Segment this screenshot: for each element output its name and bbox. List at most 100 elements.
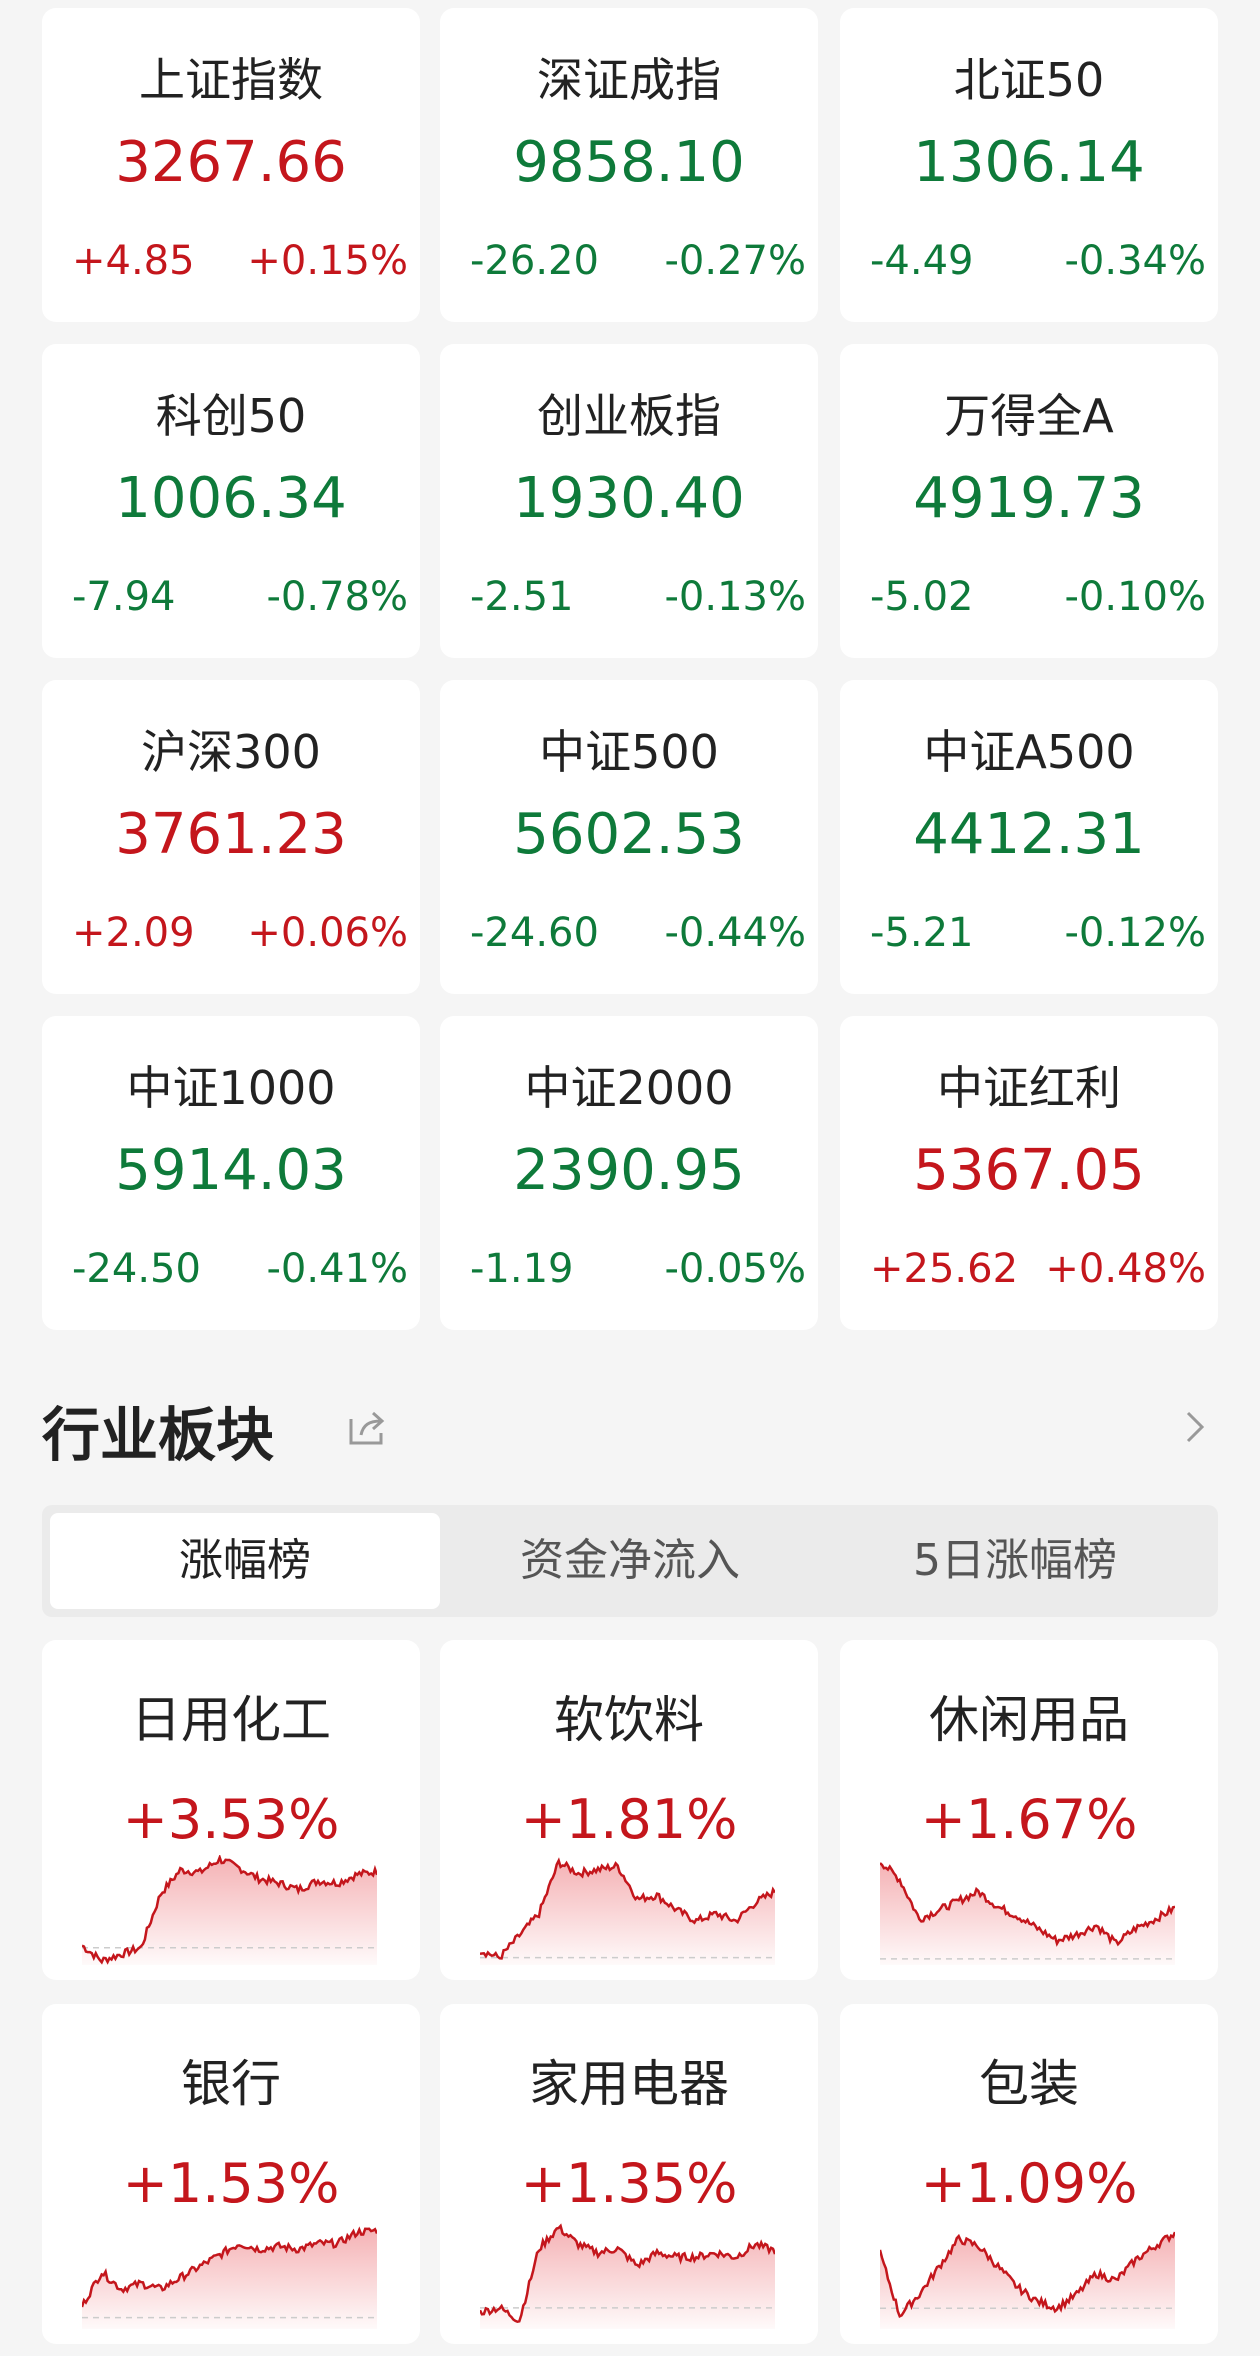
section-title: 行业板块 xyxy=(42,1401,275,1469)
index-change-pct: -0.34% xyxy=(1064,238,1206,284)
index-name: 中证1000 xyxy=(126,1061,336,1115)
index-card[interactable]: 中证红利 5367.05 +25.62 +0.48% xyxy=(840,1016,1218,1330)
sector-change-pct: +1.35% xyxy=(520,2152,738,2215)
index-card[interactable]: 沪深300 3761.23 +2.09 +0.06% xyxy=(42,680,420,994)
sector-name: 家用电器 xyxy=(529,2055,729,2113)
index-change: -24.60 xyxy=(470,910,599,956)
index-name: 上证指数 xyxy=(139,53,323,107)
tab-5day-gainers[interactable]: 5日涨幅榜 xyxy=(913,1535,1117,1586)
sector-change-pct: +1.53% xyxy=(122,2152,340,2215)
index-name: 中证2000 xyxy=(524,1061,734,1115)
index-value: 9858.10 xyxy=(513,130,745,195)
index-value: 1930.40 xyxy=(513,466,745,531)
sector-card[interactable]: 银行 +1.53% xyxy=(42,2004,420,2344)
sector-sparkline xyxy=(880,1862,1175,1965)
index-change-pct: -0.44% xyxy=(664,910,806,956)
index-card[interactable]: 中证1000 5914.03 -24.50 -0.41% xyxy=(42,1016,420,1330)
tab-net-inflow[interactable]: 资金净流入 xyxy=(520,1535,740,1586)
sparkline-line xyxy=(480,2223,775,2324)
index-change: -2.51 xyxy=(470,574,574,620)
index-change: +4.85 xyxy=(72,238,195,284)
index-value: 4412.31 xyxy=(913,802,1145,867)
index-change-pct: +0.06% xyxy=(247,910,408,956)
index-name: 创业板指 xyxy=(537,389,721,443)
index-value: 3267.66 xyxy=(115,130,347,195)
sector-name: 银行 xyxy=(181,2055,281,2113)
chevron-right-icon[interactable] xyxy=(1180,1405,1210,1449)
ranking-tabs: 涨幅榜 资金净流入 5日涨幅榜 xyxy=(42,1505,1218,1617)
index-name: 沪深300 xyxy=(141,725,321,779)
index-card[interactable]: 上证指数 3267.66 +4.85 +0.15% xyxy=(42,8,420,322)
sector-name: 软饮料 xyxy=(554,1691,704,1749)
index-change-pct: -0.12% xyxy=(1064,910,1206,956)
index-change-pct: -0.10% xyxy=(1064,574,1206,620)
sparkline-area xyxy=(82,1857,377,1965)
sector-name: 包装 xyxy=(979,2055,1079,2113)
index-change: -26.20 xyxy=(470,238,599,284)
sector-card[interactable]: 家用电器 +1.35% xyxy=(440,2004,818,2344)
sector-card[interactable]: 软饮料 +1.81% xyxy=(440,1640,818,1980)
index-name: 中证500 xyxy=(539,725,719,779)
index-change-pct: -0.13% xyxy=(664,574,806,620)
sparkline-area xyxy=(480,2225,775,2329)
index-name: 中证A500 xyxy=(923,725,1135,779)
index-card[interactable]: 创业板指 1930.40 -2.51 -0.13% xyxy=(440,344,818,658)
index-change-pct: -0.27% xyxy=(664,238,806,284)
sector-sparkline xyxy=(82,1855,377,1965)
index-change: +25.62 xyxy=(870,1246,1019,1292)
sector-change-pct: +1.81% xyxy=(520,1788,738,1851)
sparkline-line xyxy=(82,2226,377,2308)
tab-gainers[interactable]: 涨幅榜 xyxy=(50,1513,440,1609)
index-card[interactable]: 中证500 5602.53 -24.60 -0.44% xyxy=(440,680,818,994)
sector-card[interactable]: 包装 +1.09% xyxy=(840,2004,1218,2344)
index-card[interactable]: 科创50 1006.34 -7.94 -0.78% xyxy=(42,344,420,658)
index-value: 1306.14 xyxy=(913,130,1145,195)
sparkline-line xyxy=(480,1857,775,1960)
share-icon[interactable] xyxy=(345,1405,389,1449)
index-name: 深证成指 xyxy=(537,53,721,107)
index-change: -4.49 xyxy=(870,238,974,284)
index-card[interactable]: 中证A500 4412.31 -5.21 -0.12% xyxy=(840,680,1218,994)
index-change: -7.94 xyxy=(72,574,176,620)
index-value: 1006.34 xyxy=(115,466,347,531)
index-value: 2390.95 xyxy=(513,1138,745,1203)
index-change-pct: -0.05% xyxy=(664,1246,806,1292)
index-card[interactable]: 中证2000 2390.95 -1.19 -0.05% xyxy=(440,1016,818,1330)
sector-name: 休闲用品 xyxy=(929,1691,1129,1749)
index-change: -5.02 xyxy=(870,574,974,620)
sector-card[interactable]: 日用化工 +3.53% xyxy=(42,1640,420,1980)
sector-card[interactable]: 休闲用品 +1.67% xyxy=(840,1640,1218,1980)
sector-change-pct: +1.67% xyxy=(920,1788,1138,1851)
index-change: +2.09 xyxy=(72,910,195,956)
sparkline-area xyxy=(82,2228,377,2329)
index-change: -5.21 xyxy=(870,910,974,956)
index-value: 3761.23 xyxy=(115,802,347,867)
sector-sparkline xyxy=(880,2231,1175,2329)
sector-name: 日用化工 xyxy=(131,1691,331,1749)
index-change: -1.19 xyxy=(470,1246,574,1292)
index-name: 科创50 xyxy=(155,389,307,443)
index-change-pct: -0.41% xyxy=(266,1246,408,1292)
index-change: -24.50 xyxy=(72,1246,201,1292)
sector-sparkline xyxy=(82,2226,377,2329)
sector-sparkline xyxy=(480,2223,775,2329)
sparkline-line xyxy=(880,2231,1175,2319)
sparkline-area xyxy=(880,1863,1175,1965)
sparkline-line xyxy=(880,1862,1175,1947)
sector-change-pct: +3.53% xyxy=(122,1788,340,1851)
index-change-pct: +0.48% xyxy=(1045,1246,1206,1292)
index-value: 4919.73 xyxy=(913,466,1145,531)
index-card[interactable]: 北证50 1306.14 -4.49 -0.34% xyxy=(840,8,1218,322)
index-card[interactable]: 深证成指 9858.10 -26.20 -0.27% xyxy=(440,8,818,322)
index-card[interactable]: 万得全A 4919.73 -5.02 -0.10% xyxy=(840,344,1218,658)
index-name: 万得全A xyxy=(944,389,1114,443)
sector-sparkline xyxy=(480,1857,775,1965)
index-name: 北证50 xyxy=(953,53,1105,107)
index-value: 5914.03 xyxy=(115,1138,347,1203)
index-change-pct: -0.78% xyxy=(266,574,408,620)
index-value: 5602.53 xyxy=(513,802,745,867)
sparkline-area xyxy=(880,2232,1175,2329)
sector-change-pct: +1.09% xyxy=(920,2152,1138,2215)
sparkline-area xyxy=(480,1860,775,1965)
index-value: 5367.05 xyxy=(913,1138,1145,1203)
